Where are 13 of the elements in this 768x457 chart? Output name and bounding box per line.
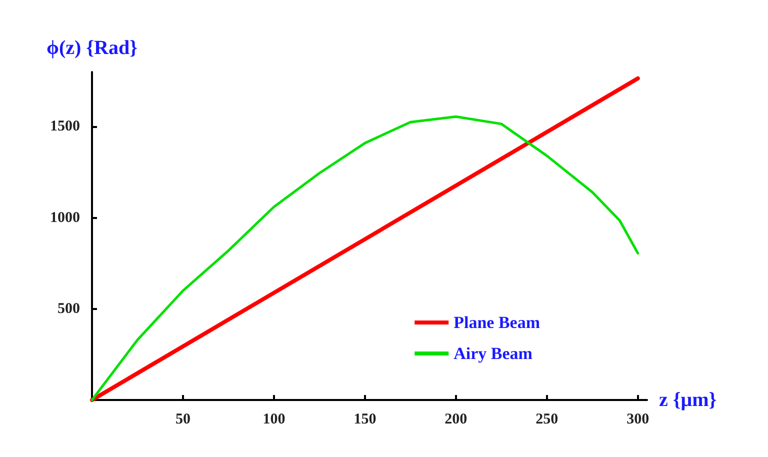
x-tick-label: 300 <box>626 412 650 428</box>
legend-label: Plane Beam <box>454 313 540 332</box>
legend-label: Airy Beam <box>454 344 532 363</box>
y-tick-label: 500 <box>58 300 80 317</box>
x-tick-label: 250 <box>536 412 558 428</box>
x-axis-title: z {μm} <box>659 389 717 411</box>
y-tick-label: 1000 <box>50 210 80 226</box>
x-tick-label: 200 <box>444 412 468 428</box>
x-tick-label: 100 <box>262 412 286 428</box>
x-tick-label: 50 <box>175 412 190 428</box>
y-tick-label: 1500 <box>50 118 80 135</box>
y-axis-title: ϕ(z) {Rad} <box>46 37 138 59</box>
x-tick-label: 150 <box>354 412 376 428</box>
